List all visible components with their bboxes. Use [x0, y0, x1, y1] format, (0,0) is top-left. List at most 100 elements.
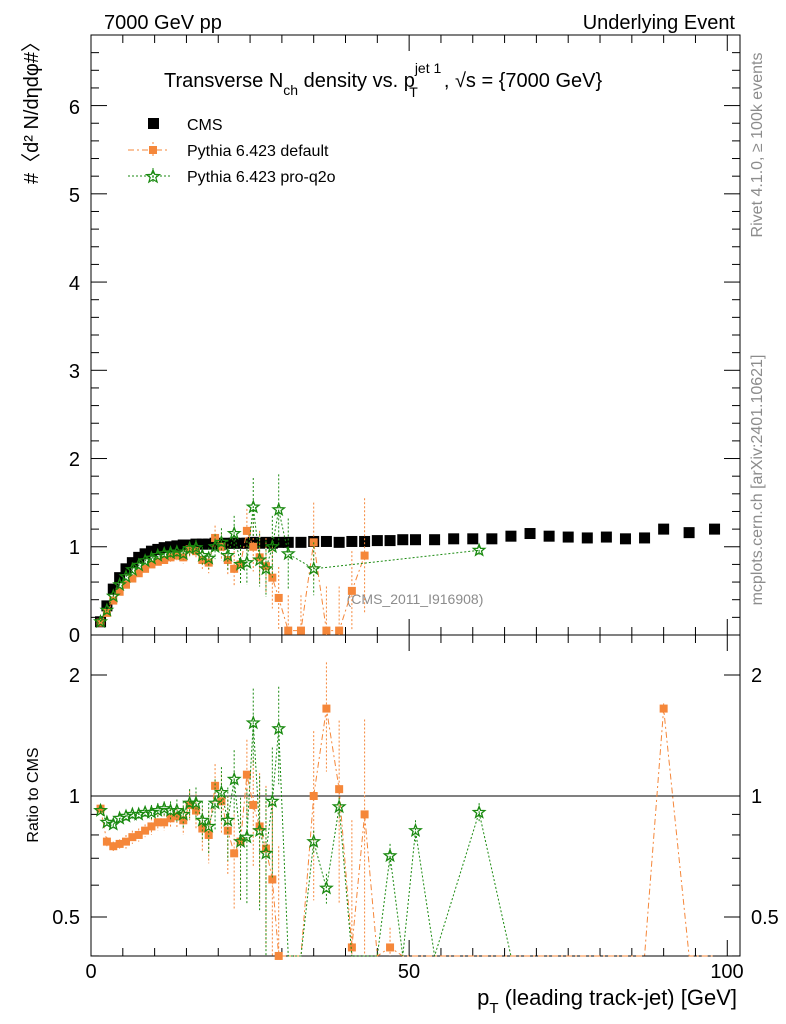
data-point-pro [105, 588, 121, 603]
ratio-point-pro [382, 847, 398, 863]
legend-marker-cms [148, 118, 159, 129]
data-point-cms [683, 527, 695, 539]
data-point-pro [239, 554, 255, 569]
data-point-pro [213, 534, 229, 549]
ratio-point-default [115, 839, 124, 848]
data-point-default [96, 618, 105, 627]
data-point-pro [194, 547, 210, 562]
data-point-default [274, 593, 283, 602]
data-point-cms [543, 530, 555, 542]
data-point-default [360, 551, 369, 560]
data-point-default [211, 533, 220, 542]
title-sub2: T [409, 84, 418, 100]
data-point-default [160, 556, 169, 564]
ratio-point-pro [264, 793, 280, 808]
data-point-pro [118, 568, 134, 584]
ratio-point-default [309, 792, 318, 800]
data-point-pro [188, 539, 204, 554]
data-point-cms [658, 523, 670, 535]
data-point-default [322, 626, 331, 635]
data-point-pro [182, 540, 198, 555]
data-point-default [284, 626, 293, 635]
ratio-point-default [386, 943, 395, 952]
data-point-cms [203, 538, 215, 550]
y-tick-label-0: 0 [69, 625, 80, 647]
ratio-tick-label-2: 2 [69, 665, 80, 687]
data-point-cms [410, 534, 421, 546]
ratio-point-pro [175, 806, 191, 821]
ratio-point-pro [213, 784, 229, 799]
data-point-cms [333, 536, 345, 548]
data-point-pro [112, 576, 128, 592]
ratio-point-default [121, 837, 130, 846]
legend-marker-pro [144, 168, 162, 184]
data-point-pro [124, 561, 140, 577]
data-point-cms [359, 535, 371, 547]
ratio-point-pro [226, 771, 242, 786]
legend-label-cms: CMS [187, 117, 223, 134]
xlabel-prefix: p [477, 985, 489, 1010]
ratio-point-pro [118, 808, 134, 823]
header-left: 7000 GeV pp [104, 12, 222, 34]
ratio-point-default [211, 781, 220, 790]
ratio-point-default [347, 943, 356, 952]
ratio-point-default [659, 704, 668, 713]
watermark: (CMS_2011_I916908) [347, 591, 484, 607]
data-point-pro [163, 544, 178, 560]
ratio-point-default [268, 875, 277, 884]
ratio-point-default [322, 704, 331, 713]
data-point-default [141, 564, 150, 573]
data-point-cms [266, 537, 278, 549]
data-point-cms [222, 537, 234, 549]
y-axis-label-ratio: Ratio to CMS [25, 747, 42, 842]
y-axis-label-main: #〈d² N/dηdφ#〉 [21, 32, 43, 184]
data-point-default [134, 569, 143, 578]
data-point-default [115, 587, 124, 596]
data-point-cms [371, 535, 383, 547]
data-point-cms [282, 536, 294, 548]
data-point-pro [169, 544, 185, 559]
ratio-point-default [179, 816, 188, 825]
ratio-point-default [335, 785, 344, 794]
data-point-default [255, 553, 264, 562]
ratio-point-default [230, 849, 239, 858]
y-tick-label-2: 2 [69, 449, 80, 471]
data-point-pro [471, 542, 487, 557]
ratio-point-default [109, 842, 118, 851]
y-tick-label-6: 6 [69, 97, 80, 119]
data-point-cms [619, 533, 631, 545]
data-point-pro [131, 557, 147, 572]
ratio-tick-label-0.5: 0.5 [52, 907, 80, 929]
ratio-tick-label-right-0.5: 0.5 [751, 907, 779, 929]
data-point-default [230, 564, 239, 573]
mcplots-label: mcplots.cern.ch [arXiv:2401.10621] [749, 355, 766, 606]
y-tick-label-5: 5 [69, 185, 80, 207]
ratio-point-pro [471, 804, 487, 819]
xlabel-sub: T [489, 1000, 498, 1017]
ratio-point-default [274, 951, 283, 960]
data-point-pro [233, 556, 248, 571]
ratio-point-pro [201, 818, 217, 833]
legend-marker-default [149, 146, 157, 154]
data-point-pro [264, 538, 280, 554]
data-point-pro [201, 550, 217, 565]
data-point-default [191, 547, 200, 556]
ratio-point-default [102, 837, 111, 846]
data-point-cms [397, 534, 409, 546]
ratio-point-pro [156, 800, 172, 815]
ratio-line-2 [100, 722, 512, 957]
data-point-cms [120, 563, 132, 575]
data-point-pro [258, 560, 274, 576]
ratio-point-pro [194, 812, 210, 827]
ratio-point-default [128, 833, 137, 842]
data-point-cms [133, 551, 145, 563]
ratio-point-default [198, 824, 207, 833]
ratio-point-pro [331, 798, 347, 814]
ratio-point-pro [188, 795, 204, 810]
ratio-tick-label-1: 1 [69, 786, 80, 808]
data-point-default [121, 580, 130, 589]
ratio-point-pro [112, 810, 128, 825]
axis-ticks [90, 35, 740, 957]
title-middle: density vs. p [298, 70, 415, 92]
ratio-point-default [223, 826, 232, 835]
